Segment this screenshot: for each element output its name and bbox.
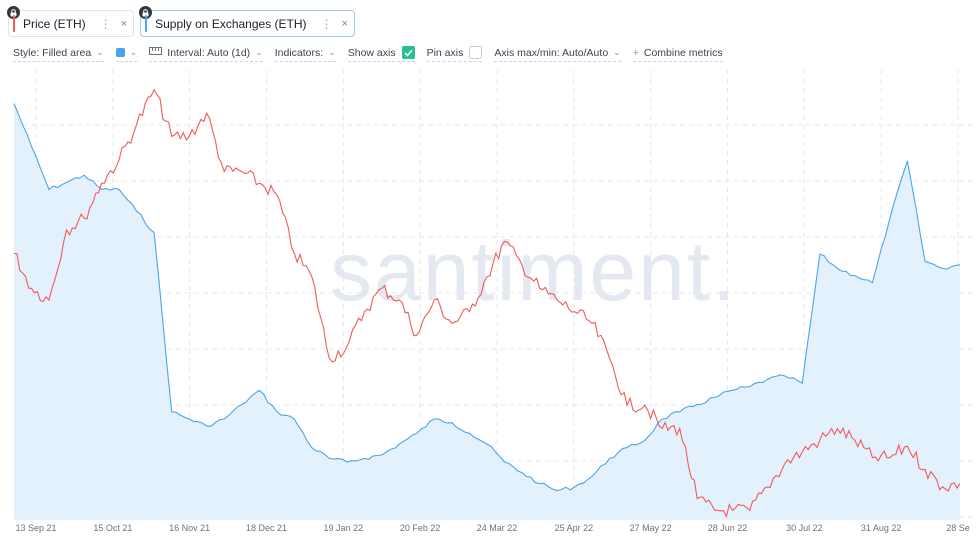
interval-icon [149,46,163,59]
supply-series [13,103,961,520]
x-tick-label: 15 Oct 21 [93,523,132,533]
lock-icon [7,6,20,19]
x-tick-label: 31 Aug 22 [861,523,902,533]
color-swatch-icon [115,48,125,57]
close-icon[interactable]: × [120,17,128,30]
checkbox-unchecked-icon[interactable] [469,46,483,59]
settings-bar: Style: Filled area ⌄ ⌄ Interval: Auto (1… [13,44,735,62]
kebab-icon[interactable]: ⋮ [320,16,333,31]
metric-chip-price[interactable]: Price (ETH) ⋮ × [7,6,135,37]
interval-dropdown[interactable]: Interval: Auto (1d) ⌄ [149,44,263,62]
style-dropdown[interactable]: Style: Filled area ⌄ [13,44,104,62]
pin-axis-toggle[interactable]: Pin axis [426,44,483,62]
x-tick-label: 30 Jul 22 [786,523,823,533]
combine-metrics-button[interactable]: + Combine metrics [632,44,723,62]
x-tick-label: 24 Mar 22 [477,523,518,533]
metric-label: Supply on Exchanges (ETH) [155,16,307,31]
x-tick-label: 13 Sep 21 [15,523,56,533]
lock-icon [139,6,153,19]
metric-chip-supply[interactable]: Supply on Exchanges (ETH) ⋮ × [139,6,355,37]
x-tick-label: 28 Se [946,523,970,533]
style-label: Style: Filled area [13,46,92,59]
kebab-icon[interactable]: ⋮ [99,16,112,31]
chevron-down-icon: ⌄ [96,47,104,57]
supply-area-fill [14,103,960,520]
supply-color-indicator [145,15,148,32]
plus-icon: + [632,46,639,59]
x-tick-label: 18 Dec 21 [246,523,287,533]
chevron-down-icon: ⌄ [255,47,263,57]
metric-label: Price (ETH) [23,16,86,31]
checkbox-checked-icon[interactable] [401,46,415,59]
close-icon[interactable]: × [341,17,348,30]
interval-label: Interval: Auto (1d) [167,46,251,59]
chevron-down-icon: ⌄ [328,47,336,57]
x-tick-label: 16 Nov 21 [169,523,210,533]
chevron-down-icon: ⌄ [129,47,138,57]
indicators-dropdown[interactable]: Indicators: ⌄ [274,44,336,62]
x-axis: 13 Sep 21 15 Oct 21 16 Nov 21 18 Dec 21 19 J… [15,523,969,533]
x-tick-label: 27 May 22 [630,523,672,533]
x-tick-label: 19 Jan 22 [324,523,364,533]
indicators-label: Indicators: [274,46,324,59]
metric-bar: Price (ETH) ⋮ × Supply on Exchanges (ETH… [7,6,355,37]
x-tick-label: 25 Apr 22 [555,523,594,533]
chevron-down-icon: ⌄ [613,47,621,57]
pin-axis-label: Pin axis [426,46,464,59]
price-series [13,88,961,519]
combine-metrics-label: Combine metrics [643,46,723,59]
x-tick-label: 28 Jun 22 [708,523,748,533]
axis-maxmin-dropdown[interactable]: Axis max/min: Auto/Auto ⌄ [494,44,621,62]
price-line [13,88,961,519]
axis-maxmin-label: Axis max/min: Auto/Auto [494,46,609,59]
supply-line [13,103,961,492]
show-axis-toggle[interactable]: Show axis [347,44,415,62]
santiment-watermark: santiment. [330,224,738,318]
x-tick-label: 20 Feb 22 [400,523,441,533]
show-axis-label: Show axis [347,46,396,59]
color-dropdown[interactable]: ⌄ [115,44,138,62]
price-color-indicator [13,15,15,32]
